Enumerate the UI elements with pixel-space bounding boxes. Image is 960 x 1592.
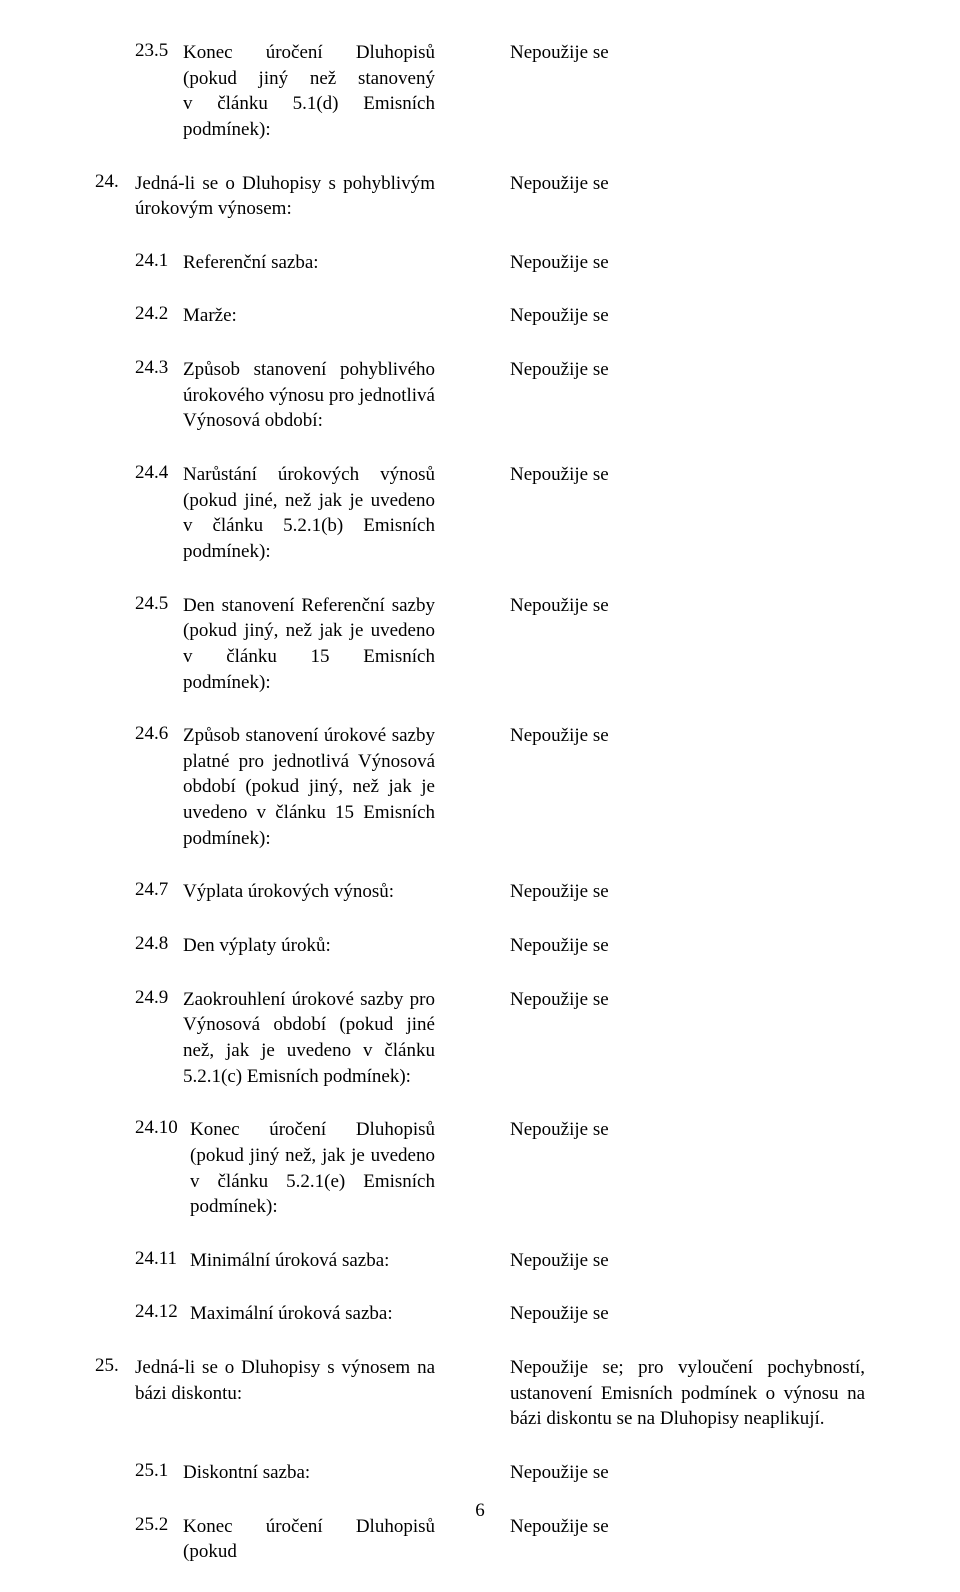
item-number: 24.2 — [135, 303, 183, 325]
item-label: Způsob stanovení úrokové sazby platné pr… — [183, 723, 435, 851]
item-number: 24. — [95, 171, 135, 193]
item-label: Konec úročení Dluhopisů (pokud jiný než,… — [190, 1117, 435, 1220]
item-label: Konec úročení Dluhopisů (pokud jiný než … — [183, 40, 435, 143]
item-label: Jedná-li se o Dluhopisy s pohyblivým úro… — [135, 171, 435, 222]
item-label: Maximální úroková sazba: — [190, 1301, 435, 1327]
item-value: Nepoužije se — [510, 593, 865, 619]
item-value: Nepoužije se; pro vyloučení pochybností,… — [510, 1355, 865, 1432]
item-value: Nepoužije se — [510, 40, 865, 66]
item-number: 24.5 — [135, 593, 183, 615]
item-24-2: 24.2 Marže: Nepoužije se — [95, 303, 865, 329]
item-value: Nepoužije se — [510, 723, 865, 749]
item-label: Výplata úrokových výnosů: — [183, 879, 435, 905]
item-label: Marže: — [183, 303, 435, 329]
item-value: Nepoužije se — [510, 171, 865, 197]
item-value: Nepoužije se — [510, 303, 865, 329]
item-value: Nepoužije se — [510, 1248, 865, 1274]
item-24-12: 24.12 Maximální úroková sazba: Nepoužije… — [95, 1301, 865, 1327]
item-24-9: 24.9 Zaokrouhlení úrokové sazby pro Výno… — [95, 987, 865, 1090]
item-value: Nepoužije se — [510, 250, 865, 276]
item-24: 24. Jedná-li se o Dluhopisy s pohyblivým… — [95, 171, 865, 222]
item-label: Způsob stanovení pohyblivého úrokového v… — [183, 357, 435, 434]
item-24-4: 24.4 Narůstání úrokových výnosů (pokud j… — [95, 462, 865, 565]
item-value: Nepoužije se — [510, 1301, 865, 1327]
item-label: Referenční sazba: — [183, 250, 435, 276]
item-value: Nepoužije se — [510, 1117, 865, 1143]
item-23-5: 23.5 Konec úročení Dluhopisů (pokud jiný… — [95, 40, 865, 143]
item-number: 25. — [95, 1355, 135, 1377]
item-value: Nepoužije se — [510, 462, 865, 488]
item-number: 24.11 — [135, 1248, 190, 1270]
item-number: 24.6 — [135, 723, 183, 745]
item-24-1: 24.1 Referenční sazba: Nepoužije se — [95, 250, 865, 276]
item-24-5: 24.5 Den stanovení Referenční sazby (pok… — [95, 593, 865, 696]
item-24-8: 24.8 Den výplaty úroků: Nepoužije se — [95, 933, 865, 959]
item-24-10: 24.10 Konec úročení Dluhopisů (pokud jin… — [95, 1117, 865, 1220]
item-number: 24.12 — [135, 1301, 190, 1323]
page-number: 6 — [0, 1500, 960, 1522]
item-label: Diskontní sazba: — [183, 1460, 435, 1486]
item-number: 24.9 — [135, 987, 183, 1009]
item-value: Nepoužije se — [510, 987, 865, 1013]
item-25-1: 25.1 Diskontní sazba: Nepoužije se — [95, 1460, 865, 1486]
item-number: 24.7 — [135, 879, 183, 901]
item-number: 23.5 — [135, 40, 183, 62]
item-number: 25.1 — [135, 1460, 183, 1482]
item-label: Den stanovení Referenční sazby (pokud ji… — [183, 593, 435, 696]
item-24-6: 24.6 Způsob stanovení úrokové sazby plat… — [95, 723, 865, 851]
item-number: 24.1 — [135, 250, 183, 272]
item-label: Minimální úroková sazba: — [190, 1248, 435, 1274]
item-value: Nepoužije se — [510, 933, 865, 959]
item-25: 25. Jedná-li se o Dluhopisy s výnosem na… — [95, 1355, 865, 1432]
item-label: Jedná-li se o Dluhopisy s výnosem na báz… — [135, 1355, 435, 1406]
item-value: Nepoužije se — [510, 879, 865, 905]
item-number: 24.8 — [135, 933, 183, 955]
item-number: 24.3 — [135, 357, 183, 379]
item-label: Narůstání úrokových výnosů (pokud jiné, … — [183, 462, 435, 565]
page: 23.5 Konec úročení Dluhopisů (pokud jiný… — [0, 0, 960, 1592]
item-label: Den výplaty úroků: — [183, 933, 435, 959]
item-value: Nepoužije se — [510, 357, 865, 383]
item-value: Nepoužije se — [510, 1460, 865, 1486]
item-number: 24.4 — [135, 462, 183, 484]
item-24-11: 24.11 Minimální úroková sazba: Nepoužije… — [95, 1248, 865, 1274]
item-number: 24.10 — [135, 1117, 190, 1139]
item-24-7: 24.7 Výplata úrokových výnosů: Nepoužije… — [95, 879, 865, 905]
item-label: Zaokrouhlení úrokové sazby pro Výnosová … — [183, 987, 435, 1090]
item-24-3: 24.3 Způsob stanovení pohyblivého úrokov… — [95, 357, 865, 434]
